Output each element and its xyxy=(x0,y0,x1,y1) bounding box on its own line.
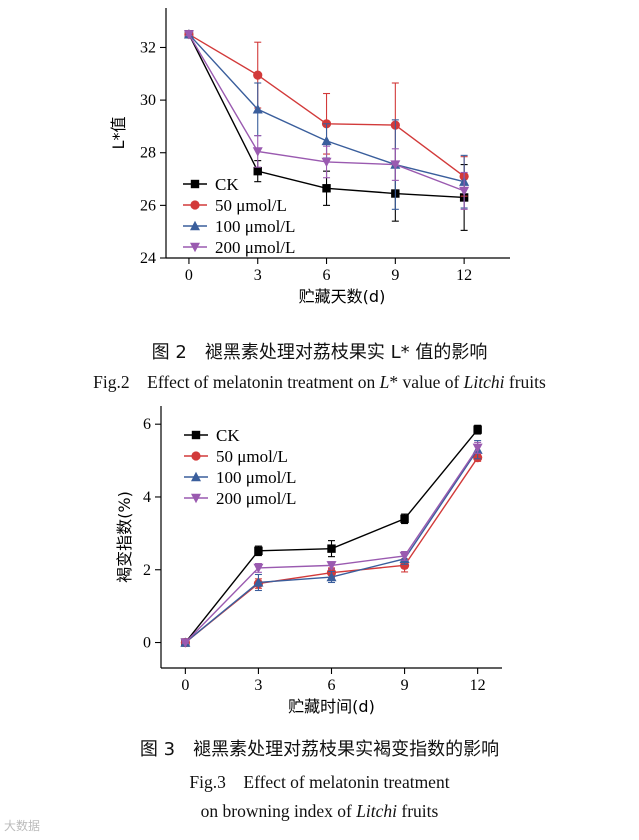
fig3-legend-label: 200 μmol/L xyxy=(216,489,296,508)
fig3-x-axis-label: 贮藏时间(d) xyxy=(288,697,375,716)
fig3-data-point xyxy=(326,561,337,571)
fig2-data-point xyxy=(253,166,262,176)
fig2-x-tick-label: 6 xyxy=(323,267,331,284)
fig2-legend-marker xyxy=(190,179,200,189)
fig2-data-point xyxy=(459,186,470,197)
fig2-data-point xyxy=(321,157,332,168)
fig2-legend-marker xyxy=(190,220,200,231)
fig2-data-point xyxy=(183,30,194,40)
fig2-x-tick-label: 9 xyxy=(391,267,399,284)
fig2-caption-en: Fig.2 Effect of melatonin treatment on L… xyxy=(93,372,546,392)
fig3-legend-marker xyxy=(191,471,201,482)
fig3-y-tick-label: 2 xyxy=(143,562,151,579)
fig2-data-point xyxy=(322,184,331,193)
watermark: 大数据 xyxy=(4,819,41,833)
fig2-legend-label: 200 μmol/L xyxy=(215,238,295,257)
fig3-data-point xyxy=(253,577,264,587)
fig3-y-axis-label: 褐变指数(%) xyxy=(115,491,134,583)
fig3-data-point xyxy=(327,544,336,553)
fig2-y-tick-label: 32 xyxy=(140,39,156,56)
fig2-x-tick-label: 3 xyxy=(254,267,262,284)
fig2-x-tick-label: 0 xyxy=(185,267,193,284)
fig3-y-tick-label: 6 xyxy=(143,416,151,433)
fig3-data-point xyxy=(254,546,263,556)
fig3-x-tick-label: 9 xyxy=(401,677,409,694)
fig2-y-tick-label: 24 xyxy=(140,250,156,267)
fig2-y-tick-label: 28 xyxy=(140,145,156,162)
fig2-data-point xyxy=(252,147,263,157)
chart-lightness: 0 3 6 9 12 24 26 28 30 32 贮藏天数(d) L*值 CK 50 μmol/L 100… xyxy=(109,8,510,306)
fig2-data-point xyxy=(252,104,263,114)
fig3-data-point xyxy=(326,571,337,582)
fig2-data-point xyxy=(321,135,332,146)
fig2-y-axis-label: L*值 xyxy=(109,117,128,150)
fig3-legend-marker xyxy=(191,430,201,440)
fig2-series-3 xyxy=(183,30,470,210)
fig3-caption-en-line2: on browning index of Litchi fruits xyxy=(200,801,439,821)
fig3-x-tick-label: 6 xyxy=(328,677,336,694)
fig2-caption-cn: 图 2 褪黑素处理对荔枝果实 L* 值的影响 xyxy=(151,342,488,363)
fig3-legend-label: CK xyxy=(216,426,240,445)
fig3-data-point xyxy=(473,425,482,434)
fig3-legend-label: 50 μmol/L xyxy=(216,447,288,466)
fig3-x-tick-label: 3 xyxy=(254,677,262,694)
fig2-x-axis-label: 贮藏天数(d) xyxy=(299,287,386,306)
chart-browning-index: 0 3 6 9 12 0 2 4 6 贮藏时间(d) 褐变指数(%) CK 50 μmol/L 100 μ… xyxy=(115,406,502,716)
fig2-legend-label: 100 μmol/L xyxy=(215,217,295,236)
fig3-y-tick-label: 4 xyxy=(143,489,151,506)
fig2-y-tick-label: 26 xyxy=(140,197,156,214)
fig2-y-tick-label: 30 xyxy=(140,92,156,109)
fig3-x-tick-label: 12 xyxy=(470,677,486,694)
fig3-data-point xyxy=(399,551,410,562)
fig3-series-3 xyxy=(180,441,483,648)
fig3-y-tick-label: 0 xyxy=(143,635,151,652)
fig3-data-point xyxy=(180,638,191,648)
fig3-legend-marker xyxy=(191,493,201,504)
fig3-caption-cn: 图 3 褪黑素处理对荔枝果实褐变指数的影响 xyxy=(139,739,500,760)
fig2-legend-marker xyxy=(190,242,200,253)
fig3-data-point xyxy=(400,514,409,524)
fig3-legend-label: 100 μmol/L xyxy=(216,468,296,487)
fig3-caption-en-line1: Fig.3 Effect of melatonin treatment xyxy=(189,772,450,792)
fig2-data-point xyxy=(253,70,263,80)
fig3-legend-marker xyxy=(191,451,201,461)
fig3-data-point xyxy=(399,560,410,570)
fig2-legend-label: 50 μmol/L xyxy=(215,196,287,215)
fig2-x-tick-label: 12 xyxy=(456,267,472,284)
fig3-data-point xyxy=(253,563,264,574)
fig2-legend-marker xyxy=(190,200,200,210)
fig3-x-tick-label: 0 xyxy=(181,677,189,694)
fig3-data-point xyxy=(472,443,483,454)
fig2-legend-label: CK xyxy=(215,175,239,194)
fig2-data-point xyxy=(390,160,401,170)
